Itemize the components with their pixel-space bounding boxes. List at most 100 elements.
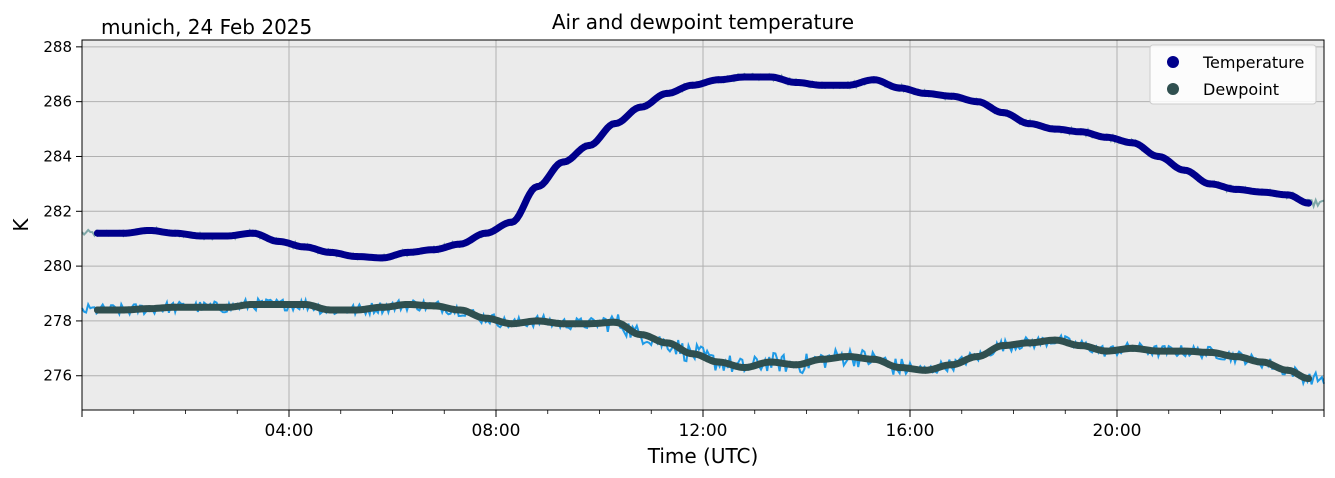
- temperature-point: [197, 232, 205, 240]
- dewpoint-point: [896, 364, 904, 371]
- dewpoint-point: [1258, 358, 1266, 366]
- dewpoint-point: [637, 331, 645, 339]
- x-tick-label: 04:00: [265, 421, 314, 441]
- dewpoint-point: [249, 301, 257, 308]
- x-axis: 04:00 08:00 12:00 16:00 20:00: [81, 410, 1325, 441]
- y-axis-label: K: [9, 218, 33, 232]
- y-tick-label: 284: [43, 147, 72, 165]
- temperature-point: [430, 246, 438, 254]
- temperature-point: [973, 98, 981, 106]
- dewpoint-point: [1180, 347, 1188, 355]
- temperature-point: [663, 89, 671, 97]
- temperature-point: [766, 73, 774, 81]
- dewpoint-point: [1284, 366, 1292, 374]
- temperature-point: [326, 248, 334, 256]
- temperature-point: [249, 229, 257, 237]
- dewpoint-point: [275, 301, 283, 308]
- dewpoint-point: [1206, 348, 1214, 356]
- temperature-point: [456, 240, 464, 248]
- dewpoint-point: [171, 303, 179, 311]
- legend-label-dewpoint: Dewpoint: [1203, 80, 1279, 99]
- temperature-point: [1232, 185, 1240, 193]
- dewpoint-point: [1103, 347, 1111, 355]
- dewpoint-point: [1077, 342, 1085, 350]
- dewpoint-point: [301, 301, 308, 308]
- dewpoint-point: [999, 342, 1007, 350]
- temperature-point: [844, 81, 852, 89]
- legend-marker-temperature: [1167, 56, 1179, 68]
- temperature-point: [585, 142, 593, 149]
- dewpoint-point: [947, 361, 955, 369]
- temperature-point: [792, 79, 800, 86]
- x-tick-label: 20:00: [1093, 421, 1142, 441]
- temperature-point: [947, 92, 955, 100]
- y-tick-label: 276: [43, 367, 72, 385]
- dewpoint-point: [223, 303, 231, 311]
- temperature-point: [223, 232, 231, 240]
- x-tick-label: 16:00: [886, 421, 935, 441]
- temperature-point: [1180, 166, 1188, 174]
- dewpoint-point: [1051, 336, 1059, 344]
- temperature-point: [637, 103, 645, 111]
- chart-title: Air and dewpoint temperature: [552, 10, 854, 34]
- temperature-point: [1154, 153, 1162, 160]
- x-tick-label: 08:00: [472, 421, 521, 441]
- temperature-point: [818, 81, 826, 89]
- dewpoint-point: [922, 366, 929, 374]
- temperature-point: [94, 229, 101, 237]
- dewpoint-point: [533, 317, 541, 325]
- dewpoint-point: [559, 320, 567, 328]
- y-axis: 276 278 280 282 284 286 288: [43, 38, 82, 385]
- temperature-point: [1077, 128, 1085, 136]
- temperature-point: [404, 248, 412, 256]
- temperature-point: [740, 73, 748, 81]
- series-layer: [94, 73, 1312, 382]
- dewpoint-point: [611, 318, 619, 326]
- dewpoint-point: [1154, 347, 1162, 355]
- dewpoint-point: [404, 301, 412, 308]
- dewpoint-point: [119, 306, 127, 314]
- temperature-point: [1025, 120, 1033, 128]
- dewpoint-point: [456, 306, 464, 314]
- chart-subtitle: munich, 24 Feb 2025: [101, 15, 312, 39]
- temperature-point: [999, 109, 1007, 117]
- legend-box: [1149, 44, 1317, 105]
- dewpoint-point: [1129, 344, 1136, 352]
- temperature-point: [922, 89, 929, 97]
- temperature-point: [533, 183, 541, 191]
- y-tick-label: 286: [43, 93, 72, 111]
- legend: Temperature Dewpoint: [1149, 44, 1317, 105]
- temperature-point: [275, 237, 283, 245]
- temperature-point: [715, 76, 722, 84]
- temperature-point: [301, 243, 308, 251]
- temperature-point: [482, 229, 490, 237]
- grid: [82, 40, 1324, 410]
- temperature-point: [1051, 125, 1059, 133]
- dewpoint-point: [792, 361, 800, 369]
- dewpoint-point: [585, 320, 593, 328]
- temperature-point: [378, 254, 386, 262]
- dewpoint-point: [1305, 375, 1312, 382]
- dewpoint-point: [844, 353, 852, 361]
- temperature-point: [171, 229, 179, 237]
- temperature-point: [1103, 133, 1111, 141]
- dewpoint-point: [326, 306, 334, 314]
- dewpoint-point: [973, 353, 981, 361]
- dewpoint-point: [663, 339, 671, 347]
- dewpoint-point: [378, 303, 386, 311]
- legend-label-temperature: Temperature: [1202, 53, 1304, 72]
- dewpoint-point: [508, 320, 515, 328]
- temperature-point: [508, 218, 515, 226]
- dewpoint-point: [430, 302, 438, 310]
- dewpoint-point: [715, 358, 722, 366]
- temperature-point: [896, 84, 904, 92]
- temperature-point: [1284, 191, 1292, 199]
- y-tick-label: 280: [43, 257, 72, 275]
- dewpoint-point: [766, 358, 774, 366]
- dewpoint-point: [818, 355, 826, 363]
- dewpoint-point: [740, 364, 748, 371]
- temperature-point: [145, 227, 153, 234]
- dewpoint-point: [197, 303, 205, 311]
- x-tick-label: 12:00: [679, 421, 728, 441]
